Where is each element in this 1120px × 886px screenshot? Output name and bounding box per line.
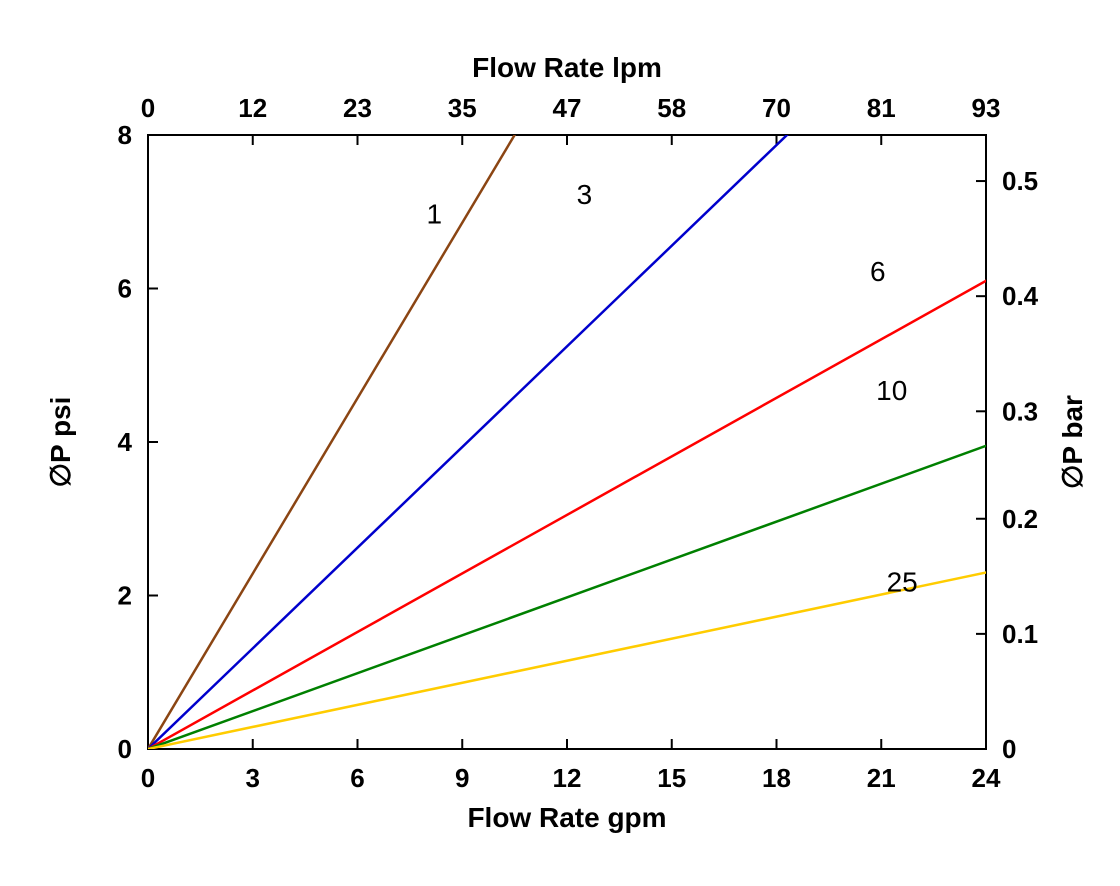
y-right-tick-label: 0.4 — [1002, 281, 1039, 311]
chart-background — [0, 0, 1120, 886]
y-right-axis-label: ∅P bar — [1057, 395, 1088, 489]
series-label: 1 — [427, 198, 443, 229]
x-top-tick-label: 0 — [141, 93, 155, 123]
y-left-tick-label: 8 — [118, 120, 132, 150]
x-top-axis-label: Flow Rate lpm — [472, 52, 662, 83]
x-top-tick-label: 47 — [553, 93, 582, 123]
x-bottom-tick-label: 21 — [867, 763, 896, 793]
series-label: 6 — [870, 256, 886, 287]
x-top-tick-label: 70 — [762, 93, 791, 123]
y-left-tick-label: 0 — [118, 734, 132, 764]
x-top-tick-label: 93 — [972, 93, 1001, 123]
series-label: 25 — [887, 567, 918, 598]
y-left-tick-label: 6 — [118, 274, 132, 304]
y-right-tick-label: 0 — [1002, 734, 1016, 764]
x-bottom-tick-label: 24 — [972, 763, 1001, 793]
y-left-axis-label: ∅P psi — [45, 397, 76, 488]
series-label: 3 — [577, 179, 593, 210]
pressure-flow-chart: 03691215182124Flow Rate gpm0122335475870… — [0, 0, 1120, 886]
x-bottom-tick-label: 6 — [350, 763, 364, 793]
y-right-tick-label: 0.5 — [1002, 166, 1038, 196]
y-right-tick-label: 0.3 — [1002, 396, 1038, 426]
y-left-tick-label: 2 — [118, 581, 132, 611]
y-right-tick-label: 0.2 — [1002, 504, 1038, 534]
x-top-tick-label: 12 — [238, 93, 267, 123]
y-left-tick-label: 4 — [118, 427, 133, 457]
x-bottom-tick-label: 0 — [141, 763, 155, 793]
x-top-tick-label: 58 — [657, 93, 686, 123]
x-top-tick-label: 23 — [343, 93, 372, 123]
chart-container: 03691215182124Flow Rate gpm0122335475870… — [0, 0, 1120, 886]
series-label: 10 — [876, 375, 907, 406]
x-top-tick-label: 81 — [867, 93, 896, 123]
x-bottom-tick-label: 3 — [246, 763, 260, 793]
x-top-tick-label: 35 — [448, 93, 477, 123]
x-bottom-tick-label: 15 — [657, 763, 686, 793]
x-bottom-axis-label: Flow Rate gpm — [467, 802, 666, 833]
x-bottom-tick-label: 12 — [553, 763, 582, 793]
y-right-tick-label: 0.1 — [1002, 619, 1038, 649]
x-bottom-tick-label: 18 — [762, 763, 791, 793]
x-bottom-tick-label: 9 — [455, 763, 469, 793]
